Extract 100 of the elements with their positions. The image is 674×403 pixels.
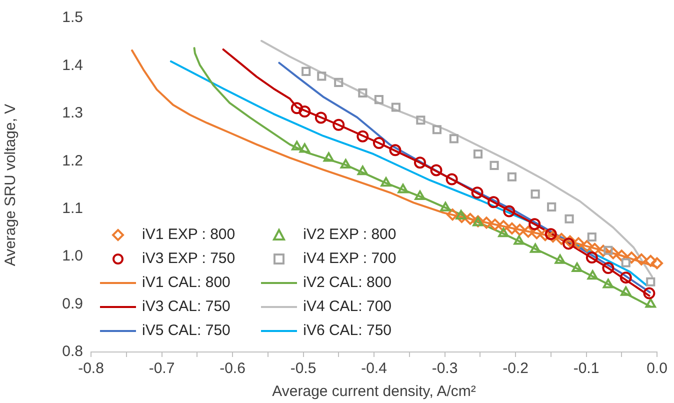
point [544, 228, 557, 240]
point [643, 287, 656, 300]
point [380, 177, 392, 187]
y-tick-label: 0.8 [62, 343, 83, 360]
point [464, 212, 476, 225]
point [597, 244, 610, 257]
point [530, 227, 543, 240]
legend-label: iV1 CAL: 800 [142, 274, 230, 291]
point [562, 238, 575, 250]
point [446, 173, 458, 186]
point [587, 232, 596, 242]
legend-label: iV4 EXP : 700 [303, 250, 396, 267]
point [588, 242, 601, 255]
point [471, 186, 484, 199]
point [580, 240, 593, 252]
point [430, 164, 442, 176]
y-tick-label: 1.0 [62, 248, 83, 265]
point [446, 208, 459, 221]
point [564, 235, 576, 248]
point [621, 258, 630, 268]
x-tick-label: -0.8 [78, 360, 104, 378]
legend-label: iV2 EXP : 800 [303, 226, 396, 243]
point [290, 102, 303, 114]
point [503, 205, 516, 218]
y-tick-label: 1.3 [62, 104, 83, 122]
point [389, 144, 402, 156]
point [604, 246, 613, 255]
legend-label: iV2 CAL: 800 [303, 274, 392, 291]
point [528, 218, 541, 230]
x-tick-label: -0.3 [432, 360, 458, 378]
point [334, 78, 344, 87]
point [356, 130, 369, 142]
point [620, 272, 632, 284]
point [530, 243, 541, 253]
point [456, 210, 466, 220]
point [488, 218, 501, 231]
point [317, 72, 326, 81]
point [323, 152, 334, 162]
point [546, 230, 559, 243]
point [586, 252, 598, 264]
point [645, 298, 656, 308]
point [506, 222, 518, 234]
point [514, 224, 526, 236]
point [391, 102, 400, 112]
point [488, 196, 500, 208]
x-tick-label: 0.0 [646, 360, 668, 378]
x-tick-label: -0.5 [290, 360, 316, 378]
point [414, 190, 426, 200]
point [357, 166, 368, 176]
point [340, 158, 352, 168]
point [514, 235, 524, 245]
point [497, 220, 510, 232]
point [602, 262, 614, 274]
point [587, 270, 598, 280]
point [398, 184, 408, 194]
point [555, 232, 568, 245]
point [651, 257, 663, 270]
point [554, 254, 566, 264]
point [449, 134, 458, 144]
point [539, 229, 552, 242]
point [372, 137, 385, 150]
point [414, 156, 426, 169]
legend-label: iV6 CAL: 750 [303, 322, 392, 339]
point [507, 172, 516, 182]
x-tick-label: -0.1 [573, 360, 600, 378]
point [626, 252, 638, 264]
point [332, 118, 345, 131]
point [547, 202, 556, 212]
point [374, 95, 384, 104]
y-tick-label: 1.5 [62, 9, 83, 26]
legend-label: iV3 CAL: 750 [142, 298, 230, 315]
x-tick-label: -0.2 [502, 360, 528, 378]
point [490, 160, 499, 170]
point [572, 262, 582, 272]
point [607, 247, 620, 260]
point [646, 277, 656, 286]
y-tick-label: 1.1 [62, 200, 83, 217]
point [314, 112, 327, 124]
y-tick-label: 1.2 [62, 152, 83, 170]
point [602, 278, 614, 288]
legend-label: iV4 CAL: 700 [303, 298, 392, 315]
point [498, 228, 509, 238]
point [522, 226, 534, 238]
x-tick-label: -0.4 [361, 360, 387, 378]
point [530, 190, 540, 199]
point [644, 254, 657, 267]
point [440, 202, 451, 212]
x-tick-label: -0.7 [148, 360, 175, 378]
point [473, 149, 483, 159]
point [292, 140, 302, 150]
y-tick-label: 1.4 [62, 56, 83, 74]
legend-label: iV3 EXP : 750 [142, 250, 236, 267]
point [616, 250, 628, 262]
point [620, 286, 632, 296]
point [416, 116, 426, 125]
point [298, 106, 311, 118]
legend-label: iV1 EXP : 800 [142, 226, 236, 243]
x-tick-label: -0.6 [220, 360, 246, 378]
point [358, 88, 368, 98]
point [564, 214, 574, 224]
